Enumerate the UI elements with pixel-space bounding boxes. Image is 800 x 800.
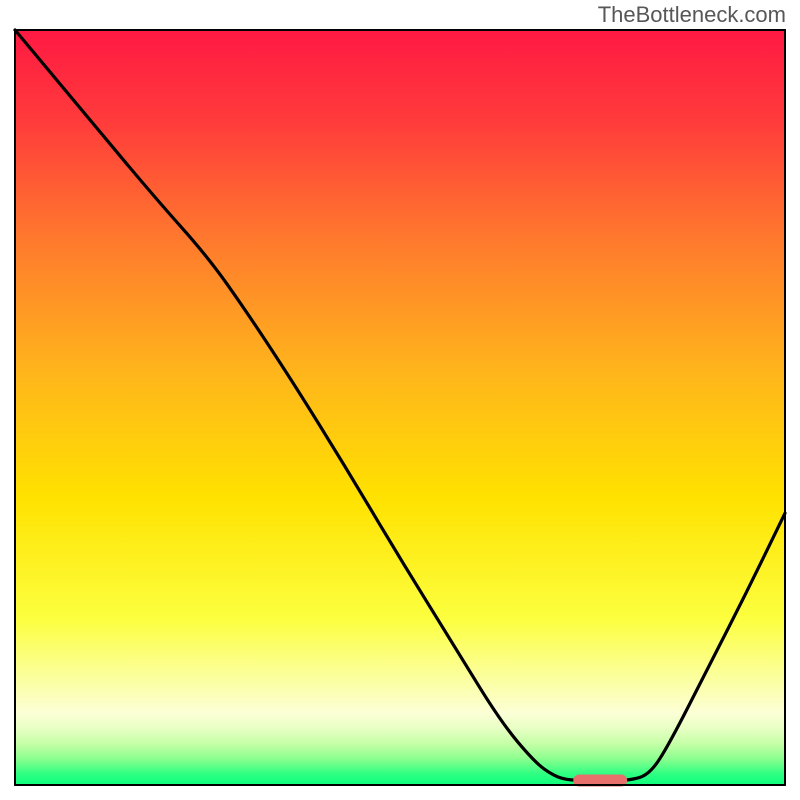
gradient-background — [15, 30, 785, 785]
chart-container: TheBottleneck.com — [0, 0, 800, 800]
watermark-label: TheBottleneck.com — [598, 2, 786, 28]
bottleneck-chart — [0, 0, 800, 800]
